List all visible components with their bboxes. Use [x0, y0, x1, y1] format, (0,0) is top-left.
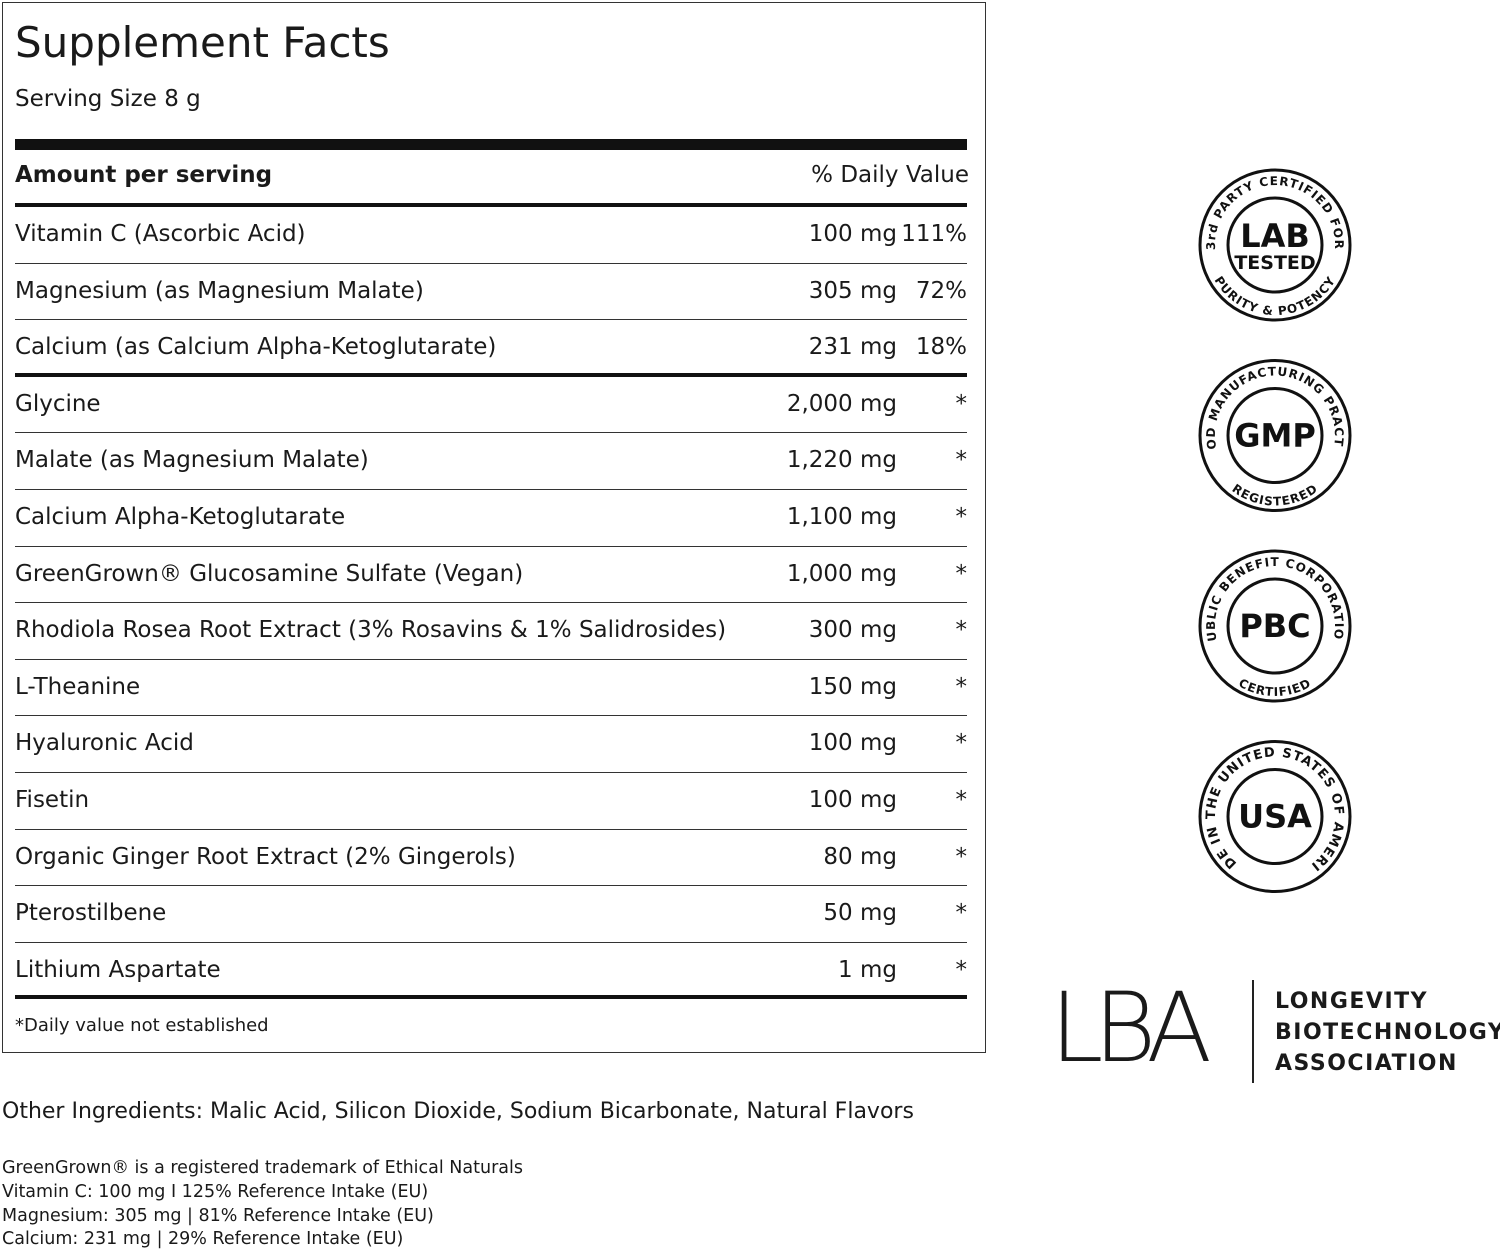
- ingredient-name: Magnesium (as Magnesium Malate): [15, 277, 424, 304]
- facts-row: Organic Ginger Root Extract (2% Gingerol…: [15, 830, 967, 887]
- ingredient-name: Hyaluronic Acid: [15, 730, 194, 757]
- header-left: Amount per serving: [15, 162, 273, 188]
- facts-row: L-Theanine 150 mg *: [15, 660, 967, 717]
- facts-rows: Vitamin C (Ascorbic Acid) 100 mg 111% Magne…: [15, 207, 967, 1000]
- ingredient-name: Rhodiola Rosea Root Extract (3% Rosavins…: [15, 617, 727, 644]
- facts-row: GreenGrown® Glucosamine Sulfate (Vegan) 1…: [15, 547, 967, 604]
- footnote: *Daily value not established: [15, 1015, 269, 1036]
- ingredient-name: Malate (as Magnesium Malate): [15, 447, 369, 474]
- badge-center: PBC: [1239, 607, 1310, 645]
- lba-name-line: BIOTECHNOLOGY: [1275, 1020, 1500, 1045]
- badge-inner: [1226, 196, 1324, 294]
- lba-name-line: LONGEVITY: [1275, 989, 1429, 1014]
- amount: 50 mg: [823, 900, 897, 927]
- note-line: Vitamin C: 100 mg I 125% Reference Intak…: [2, 1181, 429, 1202]
- badge-arc-text: PURITY & POTENCY: [1212, 274, 1339, 318]
- ingredient-name: Organic Ginger Root Extract (2% Gingerol…: [15, 843, 516, 870]
- facts-row: Calcium (as Calcium Alpha-Ketoglutarate)…: [15, 320, 967, 377]
- facts-row: Rhodiola Rosea Root Extract (3% Rosavins…: [15, 603, 967, 660]
- amount: 1,100 mg: [786, 503, 897, 530]
- badge-ring: [1198, 740, 1352, 893]
- amount: 80 mg: [823, 843, 897, 870]
- facts-title: Supplement Facts: [15, 18, 390, 67]
- daily-value: *: [955, 560, 968, 587]
- badge-center: LAB: [1240, 217, 1310, 255]
- serving-size: Serving Size 8 g: [15, 86, 201, 112]
- daily-value: *: [955, 447, 968, 474]
- lba-name: LONGEVITY BIOTECHNOLOGY ASSOCIATION: [1275, 986, 1500, 1079]
- amount: 1,220 mg: [786, 447, 897, 474]
- amount: 100 mg: [808, 730, 897, 757]
- facts-row: Pterostilbene 50 mg *: [15, 886, 967, 943]
- badge-ring: [1198, 359, 1352, 512]
- daily-value: 18%: [915, 334, 967, 361]
- header-right: % Daily Value: [811, 162, 969, 188]
- daily-value: *: [955, 503, 968, 530]
- notes: GreenGrown® is a registered trademark of…: [2, 1157, 523, 1252]
- amount: 231 mg: [808, 334, 897, 361]
- facts-row: Lithium Aspartate 1 mg *: [15, 943, 967, 1000]
- header-rule: [15, 203, 967, 207]
- daily-value: *: [955, 617, 968, 644]
- badge-center: GMP: [1234, 417, 1316, 455]
- daily-value: *: [955, 956, 968, 983]
- note-line: Magnesium: 305 mg | 81% Reference Intake…: [2, 1205, 434, 1226]
- daily-value: *: [955, 730, 968, 757]
- note-line: GreenGrown® is a registered trademark of…: [2, 1158, 523, 1178]
- lba-name-line: ASSOCIATION: [1275, 1051, 1458, 1076]
- lba-separator: [1252, 980, 1254, 1083]
- facts-row: Calcium Alpha-Ketoglutarate 1,100 mg *: [15, 490, 967, 547]
- badge-center: USA: [1238, 798, 1312, 836]
- lba-logo: LBA: [1050, 972, 1212, 1084]
- amount: 1,000 mg: [786, 560, 897, 587]
- amount: 305 mg: [808, 277, 897, 304]
- daily-value: 72%: [915, 277, 967, 304]
- amount: 2,000 mg: [786, 390, 897, 417]
- daily-value: *: [955, 673, 968, 700]
- daily-value: 111%: [901, 221, 967, 247]
- amount: 1 mg: [838, 956, 897, 983]
- facts-row: Fisetin 100 mg *: [15, 773, 967, 830]
- facts-row: Glycine 2,000 mg *: [15, 377, 967, 434]
- amount: 150 mg: [808, 673, 897, 700]
- other-ingredients: Other Ingredients: Malic Acid, Silicon D…: [2, 1099, 914, 1124]
- badge-inner: [1226, 768, 1324, 865]
- ingredient-name: GreenGrown® Glucosamine Sulfate (Vegan): [15, 560, 524, 587]
- daily-value: *: [955, 390, 968, 417]
- badge: GOOD MANUFACTURING PRACTICEREGISTEREDGMP: [1180, 359, 1352, 512]
- badge-ring: [1198, 168, 1352, 322]
- ingredient-name: Pterostilbene: [15, 900, 167, 927]
- ingredient-name: L-Theanine: [15, 673, 141, 700]
- ingredient-name: Lithium Aspartate: [15, 956, 221, 983]
- badge-arc-bottom: PURITY & POTENCY: [1212, 274, 1338, 318]
- facts-panel: [2, 2, 986, 1053]
- facts-row: Hyaluronic Acid 100 mg *: [15, 716, 967, 773]
- badge-center: TESTED: [1234, 252, 1315, 274]
- amount: 300 mg: [808, 617, 897, 644]
- facts-row: Vitamin C (Ascorbic Acid) 100 mg 111%: [15, 207, 967, 264]
- ingredient-name: Vitamin C (Ascorbic Acid): [15, 221, 306, 247]
- badge: MADE IN THE UNITED STATES OF AMERICAUSA: [1180, 740, 1352, 893]
- badge-ring: [1198, 549, 1352, 703]
- ingredient-name: Calcium Alpha-Ketoglutarate: [15, 503, 346, 530]
- ingredient-name: Calcium (as Calcium Alpha-Ketoglutarate): [15, 334, 497, 361]
- thick-bar: [15, 139, 967, 150]
- note-line: Calcium: 231 mg | 29% Reference Intake (…: [2, 1229, 404, 1250]
- daily-value: *: [955, 900, 968, 927]
- badge-inner: [1226, 577, 1324, 675]
- amount: 100 mg: [808, 221, 897, 247]
- badge-inner: [1226, 387, 1324, 484]
- ingredient-name: Fisetin: [15, 786, 90, 813]
- ingredient-name: Glycine: [15, 390, 101, 417]
- facts-row: Malate (as Magnesium Malate) 1,220 mg *: [15, 433, 967, 490]
- amount: 100 mg: [808, 786, 897, 813]
- facts-row: Magnesium (as Magnesium Malate) 305 mg 72%: [15, 264, 967, 321]
- daily-value: *: [955, 786, 968, 813]
- daily-value: *: [955, 843, 968, 870]
